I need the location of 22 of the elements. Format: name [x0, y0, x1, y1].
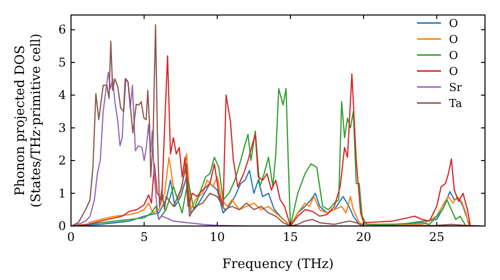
y-tick-label: 4 — [58, 88, 66, 102]
legend-label: O — [449, 33, 458, 46]
legend-label: Sr — [449, 81, 463, 94]
x-axis-title: Frequency (THz) — [222, 257, 334, 272]
x-tick-label: 15 — [282, 230, 298, 244]
y-tick-label: 2 — [58, 154, 66, 168]
legend-label: Ta — [449, 97, 462, 110]
y-axis-title: Phonon projected DOS (States/THz·primitive cell) — [13, 33, 44, 208]
x-tick-label: 25 — [429, 230, 444, 244]
x-tick-label: 10 — [210, 230, 225, 244]
x-tick-label: 20 — [356, 230, 372, 244]
y-tick-label: 1 — [58, 186, 66, 200]
y-tick-label: 6 — [58, 22, 66, 37]
x-tick-label: 5 — [140, 230, 148, 244]
x-tick-label: 0 — [67, 230, 75, 244]
y-tick-label: 5 — [58, 55, 66, 70]
legend-label: O — [449, 17, 458, 30]
line-series — [88, 153, 470, 226]
legend-label: O — [449, 49, 458, 62]
y-tick-label: 3 — [58, 120, 66, 135]
y-tick-label: 0 — [58, 219, 66, 233]
legend-label: O — [449, 65, 458, 78]
